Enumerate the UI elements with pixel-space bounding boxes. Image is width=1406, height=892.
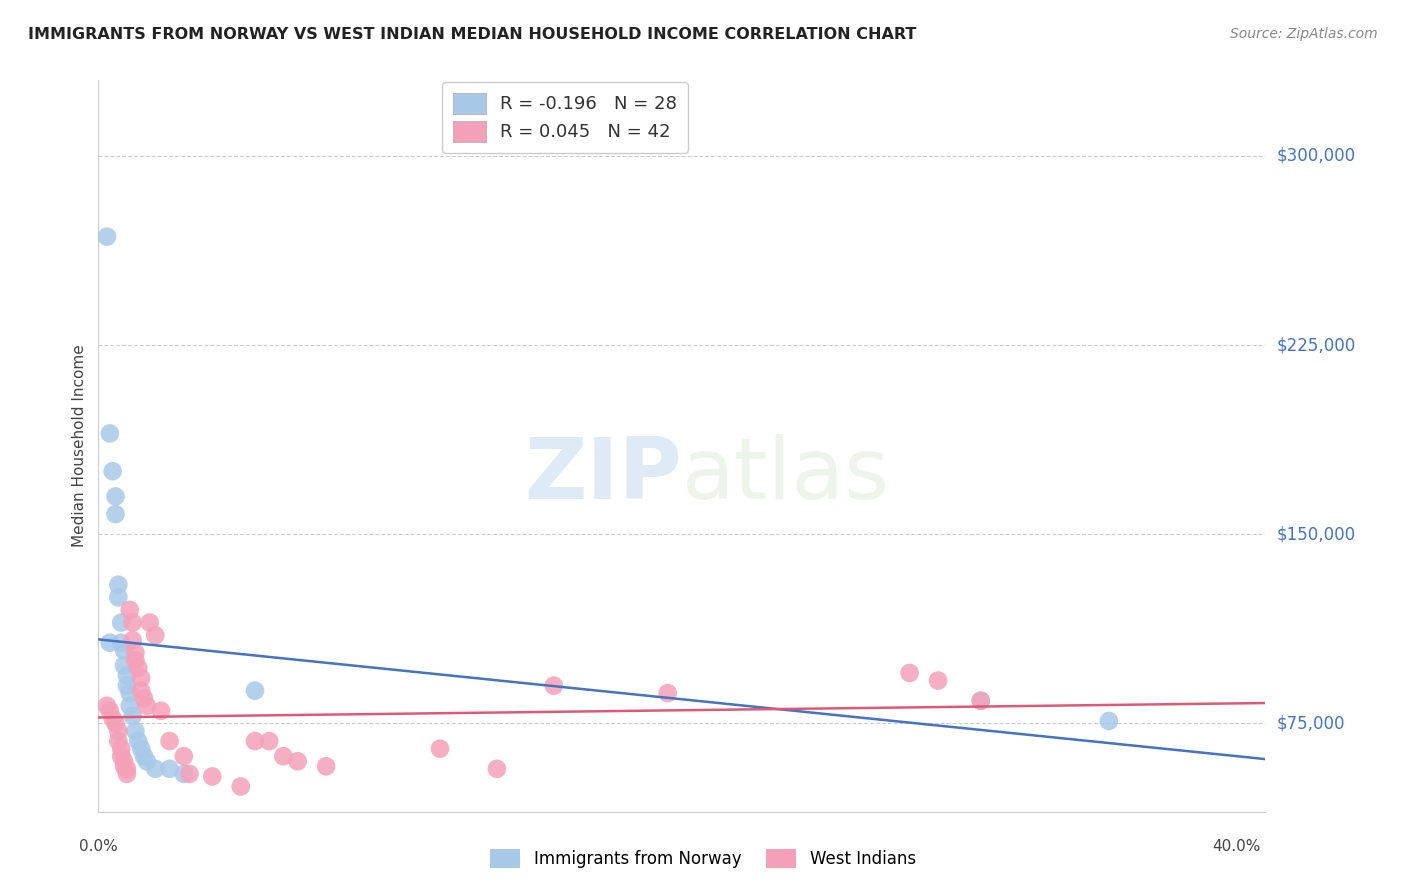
Point — [173, 749, 195, 764]
Point — [970, 694, 993, 708]
Point — [229, 780, 252, 794]
Text: IMMIGRANTS FROM NORWAY VS WEST INDIAN MEDIAN HOUSEHOLD INCOME CORRELATION CHART: IMMIGRANTS FROM NORWAY VS WEST INDIAN ME… — [28, 27, 917, 42]
Text: atlas: atlas — [682, 434, 890, 516]
Point — [287, 754, 309, 768]
Point — [127, 661, 149, 675]
Point — [429, 741, 451, 756]
Point — [257, 734, 280, 748]
Point — [112, 658, 135, 673]
Text: Source: ZipAtlas.com: Source: ZipAtlas.com — [1230, 27, 1378, 41]
Point — [273, 749, 295, 764]
Point — [118, 686, 141, 700]
Text: ZIP: ZIP — [524, 434, 682, 516]
Point — [118, 698, 141, 713]
Point — [132, 691, 155, 706]
Point — [121, 633, 143, 648]
Point — [104, 716, 127, 731]
Text: $300,000: $300,000 — [1277, 147, 1355, 165]
Point — [110, 615, 132, 630]
Point — [112, 643, 135, 657]
Point — [96, 698, 118, 713]
Point — [104, 507, 127, 521]
Point — [927, 673, 949, 688]
Point — [129, 671, 152, 685]
Point — [132, 749, 155, 764]
Point — [115, 767, 138, 781]
Point — [543, 679, 565, 693]
Point — [98, 704, 121, 718]
Point — [121, 709, 143, 723]
Point — [121, 615, 143, 630]
Point — [243, 683, 266, 698]
Point — [970, 694, 993, 708]
Point — [138, 615, 160, 630]
Point — [110, 741, 132, 756]
Point — [96, 229, 118, 244]
Y-axis label: Median Household Income: Median Household Income — [72, 344, 87, 548]
Legend: R = -0.196   N = 28, R = 0.045   N = 42: R = -0.196 N = 28, R = 0.045 N = 42 — [443, 82, 688, 153]
Point — [124, 653, 146, 667]
Point — [159, 762, 181, 776]
Point — [173, 767, 195, 781]
Point — [243, 734, 266, 748]
Point — [124, 724, 146, 739]
Text: $225,000: $225,000 — [1277, 336, 1355, 354]
Text: 40.0%: 40.0% — [1213, 839, 1261, 855]
Point — [143, 628, 166, 642]
Point — [159, 734, 181, 748]
Point — [124, 646, 146, 660]
Point — [110, 749, 132, 764]
Text: $75,000: $75,000 — [1277, 714, 1346, 732]
Point — [315, 759, 337, 773]
Point — [107, 578, 129, 592]
Point — [98, 426, 121, 441]
Point — [179, 767, 201, 781]
Point — [129, 741, 152, 756]
Point — [107, 724, 129, 739]
Point — [150, 704, 173, 718]
Point — [101, 711, 124, 725]
Point — [115, 679, 138, 693]
Text: $150,000: $150,000 — [1277, 525, 1355, 543]
Point — [657, 686, 679, 700]
Point — [485, 762, 508, 776]
Point — [115, 668, 138, 682]
Point — [201, 769, 224, 783]
Point — [143, 762, 166, 776]
Legend: Immigrants from Norway, West Indians: Immigrants from Norway, West Indians — [484, 842, 922, 875]
Point — [135, 698, 157, 713]
Point — [107, 734, 129, 748]
Point — [110, 636, 132, 650]
Point — [104, 490, 127, 504]
Point — [118, 603, 141, 617]
Point — [107, 591, 129, 605]
Point — [127, 734, 149, 748]
Point — [101, 464, 124, 478]
Point — [112, 754, 135, 768]
Point — [135, 754, 157, 768]
Point — [98, 636, 121, 650]
Point — [1098, 714, 1121, 728]
Text: 0.0%: 0.0% — [79, 839, 118, 855]
Point — [898, 665, 921, 680]
Point — [129, 683, 152, 698]
Point — [115, 762, 138, 776]
Point — [112, 759, 135, 773]
